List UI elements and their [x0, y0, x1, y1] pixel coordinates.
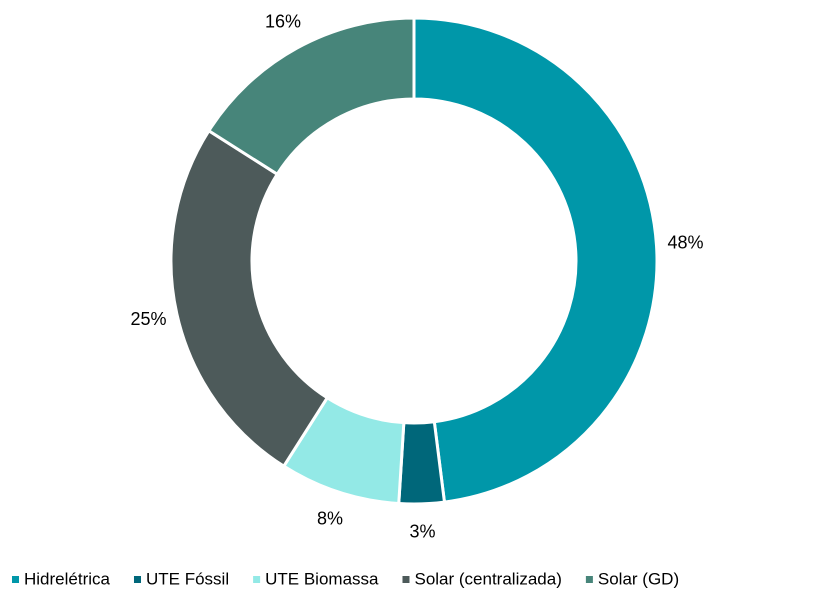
donut-slice: [169, 128, 330, 469]
legend-swatch: [585, 576, 593, 583]
legend-label: UTE Fóssil: [146, 569, 229, 588]
data-label: 3%: [410, 522, 436, 542]
donut-slice: [412, 16, 659, 504]
data-label: 16%: [265, 11, 301, 31]
legend-label: Solar (GD): [598, 569, 679, 588]
data-label: 8%: [317, 508, 343, 528]
legend-label: Hidrelétrica: [24, 569, 111, 588]
legend-swatch: [402, 576, 410, 583]
legend-label: Solar (centralizada): [414, 569, 561, 588]
data-label: 25%: [131, 309, 167, 329]
donut-slice: [206, 16, 416, 177]
legend-label: UTE Biomassa: [265, 569, 379, 588]
legend-swatch: [133, 576, 141, 583]
data-label: 48%: [667, 233, 703, 253]
legend-swatch: [253, 576, 261, 583]
legend-swatch: [12, 576, 19, 583]
